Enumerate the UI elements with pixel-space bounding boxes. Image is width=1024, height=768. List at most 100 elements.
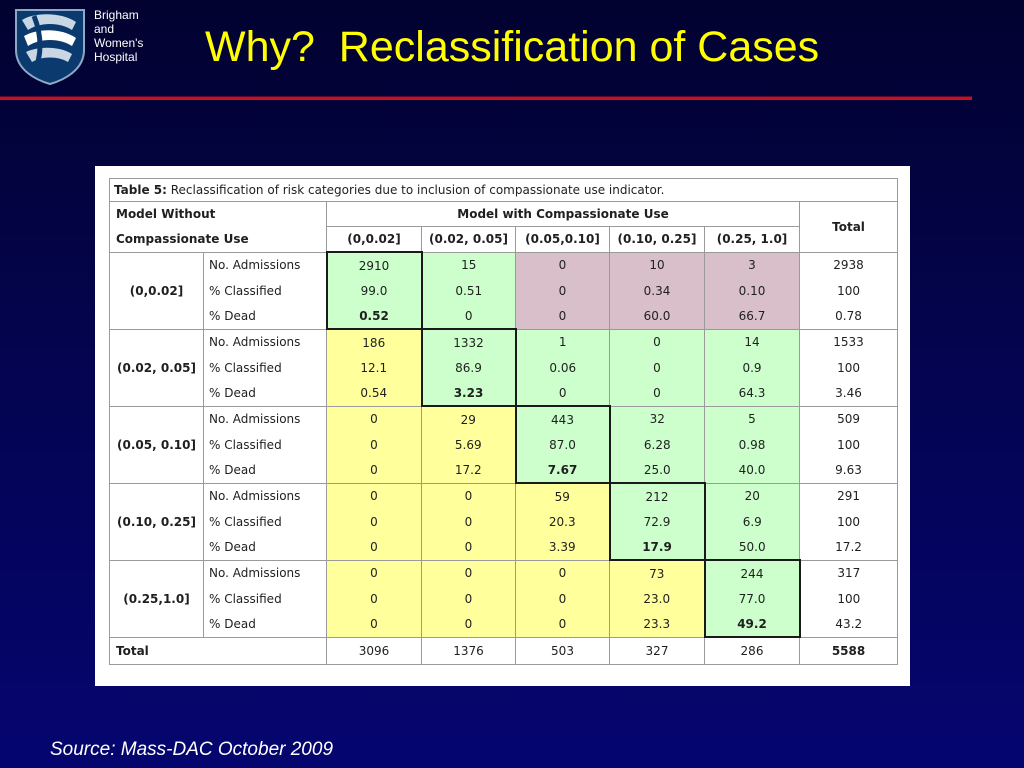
table-cell: 86.9 — [420, 355, 517, 380]
table-cell: 0 — [515, 380, 610, 407]
row-metric-label: % Classified — [203, 355, 327, 380]
row-total-cell: 509 — [798, 405, 899, 432]
col-group-header: Model with Compassionate Use — [326, 201, 800, 227]
table-cell: 0 — [609, 328, 705, 355]
row-metric-label: % Dead — [203, 534, 327, 561]
table-cell: 72.9 — [608, 509, 706, 534]
row-total-cell: 100 — [798, 586, 899, 611]
table-cell: 0.98 — [704, 432, 800, 457]
table-row: % Dead 0 0 0 23.3 49.2 43.2 — [110, 611, 899, 638]
table-cell: 23.0 — [609, 586, 705, 611]
column-total-cell: 503 — [515, 636, 610, 665]
risk-group-label: (0.05, 0.10] — [109, 405, 204, 484]
row-total-cell: 100 — [798, 355, 899, 380]
table-cell: 7.67 — [514, 457, 611, 484]
table-cell: 244 — [703, 559, 801, 586]
table-cell: 10 — [609, 251, 705, 278]
table-caption-prefix: Table 5: — [114, 183, 167, 197]
table-row: % Dead 0 17.2 7.67 25.0 40.0 9.63 — [110, 457, 899, 484]
grand-total-cell: 5588 — [798, 636, 899, 665]
table-cell: 0.9 — [704, 355, 800, 380]
table-cell: 0 — [515, 559, 610, 586]
table-cell: 0 — [326, 611, 422, 638]
table-cell: 0.52 — [325, 303, 423, 330]
table-cell: 5 — [704, 405, 800, 432]
table-row: % Classified 99.0 0.51 0 0.34 0.10 100 — [110, 278, 899, 303]
table-cell: 0.10 — [704, 278, 800, 303]
table-cell: 17.9 — [608, 534, 706, 561]
table-cell: 64.3 — [704, 380, 800, 407]
table-cell: 20.3 — [515, 509, 610, 534]
table-row: % Classified 0 0 0 23.0 77.0 100 — [110, 586, 899, 611]
title-divider — [0, 96, 972, 100]
table-cell: 59 — [515, 482, 610, 509]
column-header: (0.25, 1.0] — [704, 226, 800, 253]
table-cell: 6.9 — [704, 509, 800, 534]
table-cell: 0 — [515, 611, 610, 638]
column-total-cell: 286 — [704, 636, 800, 665]
table-cell: 73 — [609, 559, 705, 586]
row-metric-label: % Dead — [203, 457, 327, 484]
table-cell: 60.0 — [609, 303, 705, 330]
table-cell: 1 — [515, 328, 610, 355]
row-total-cell: 0.78 — [798, 303, 899, 330]
row-total-cell: 317 — [798, 559, 899, 586]
table-row: (0,0.02] No. Admissions 2910 15 0 10 3 2938 — [109, 251, 899, 330]
risk-group-label: (0.25,1.0] — [109, 559, 204, 638]
row-metric-label: No. Admissions — [203, 559, 327, 586]
table-row: % Dead 0 0 3.39 17.9 50.0 17.2 — [110, 534, 899, 561]
column-header: (0.10, 0.25] — [609, 226, 705, 253]
table-image-panel: Table 5: Reclassification of risk catego… — [95, 166, 910, 686]
table-row: (0.25,1.0] No. Admissions 0 0 0 73 244 317 — [109, 559, 899, 638]
reclassification-table: Table 5: Reclassification of risk catego… — [108, 178, 899, 665]
table-cell: 0 — [326, 432, 422, 457]
table-cell: 99.0 — [325, 278, 423, 303]
table-cell: 0.34 — [609, 278, 705, 303]
column-total-cell: 327 — [609, 636, 705, 665]
table-cell: 3 — [704, 251, 800, 278]
table-cell: 5.69 — [421, 432, 516, 457]
hospital-name: Brigham and Women's Hospital — [94, 8, 143, 64]
row-header-line1: Model Without — [109, 201, 327, 227]
table-cell: 0 — [421, 586, 516, 611]
table-cell: 0 — [515, 303, 610, 330]
table-cell: 3.39 — [515, 534, 610, 561]
table-cell: 0.54 — [326, 380, 422, 407]
table-cell: 12.1 — [326, 355, 422, 380]
table-cell: 0 — [609, 355, 705, 380]
table-cell: 3.23 — [420, 380, 517, 407]
table-cell: 14 — [704, 328, 800, 355]
table-cell: 443 — [514, 405, 611, 432]
table-cell: 0 — [326, 482, 422, 509]
row-total-cell: 100 — [798, 278, 899, 303]
table-cell: 20 — [704, 482, 800, 509]
row-metric-label: % Classified — [203, 432, 327, 457]
table-row: % Classified 0 5.69 87.0 6.28 0.98 100 — [110, 432, 899, 457]
row-metric-label: % Classified — [203, 278, 327, 303]
row-metric-label: No. Admissions — [203, 328, 327, 355]
table-row: (0.02, 0.05] No. Admissions 186 1332 1 0 14 153… — [109, 328, 899, 407]
hospital-name-line: and — [94, 22, 115, 36]
table-cell: 0 — [421, 509, 516, 534]
table-cell: 15 — [421, 251, 516, 278]
row-total-cell: 100 — [798, 432, 899, 457]
hospital-name-line: Women's — [94, 36, 144, 50]
table-cell: 0 — [326, 457, 422, 484]
row-total-cell: 43.2 — [798, 611, 899, 638]
table-cell: 212 — [608, 482, 706, 509]
table-cell: 77.0 — [703, 586, 801, 611]
source-note: Source: Mass-DAC October 2009 — [50, 739, 334, 760]
table-body: (0,0.02] No. Admissions 2910 15 0 10 3 2938% Cl… — [109, 251, 899, 638]
table-row: (0.05, 0.10] No. Admissions 0 29 443 32 5 509 — [109, 405, 899, 484]
row-total-cell: 1533 — [798, 328, 899, 355]
column-header: (0.05,0.10] — [515, 226, 610, 253]
table-cell: 0 — [421, 534, 516, 561]
total-row-label: Total — [109, 636, 327, 665]
table-cell: 17.2 — [421, 457, 516, 484]
column-header: (0.02, 0.05] — [421, 226, 516, 253]
row-metric-label: % Dead — [203, 303, 327, 330]
table-cell: 0 — [326, 586, 422, 611]
table-cell: 6.28 — [609, 432, 705, 457]
risk-group-label: (0.10, 0.25] — [109, 482, 204, 561]
row-metric-label: No. Admissions — [203, 405, 327, 432]
